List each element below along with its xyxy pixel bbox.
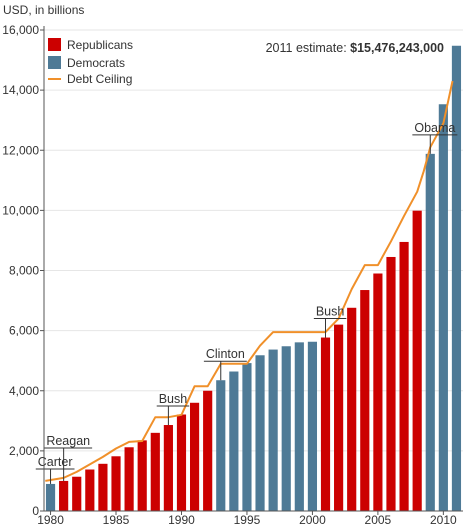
president-label: Clinton [206,347,245,361]
bar-1994 [229,371,239,511]
bar-1984 [98,463,108,511]
y-tick-label: 16,000 [2,23,39,37]
bar-2005 [373,273,383,511]
y-tick-label: 2,000 [9,444,39,458]
annotation-clinton: Clinton [203,347,247,381]
bar-1981 [59,480,69,511]
x-tick-labels: 1980 1985 1990 1995 2000 2005 2010 [37,511,457,526]
y-tick-labels: 0 2,000 4,000 6,000 8,000 10,000 12,000 14,000 1… [2,23,39,518]
bar-1983 [85,469,95,511]
x-tick-label: 2010 [430,513,457,526]
estimate-annotation: 2011 estimate: $15,476,243,000 [266,41,444,55]
legend-label-republicans: Republicans [67,38,133,52]
president-label: Bush [159,392,188,406]
bar-1993 [216,380,226,511]
bar-1985 [111,456,121,511]
president-label: Bush [316,305,345,319]
bar-1988 [150,432,160,511]
bar-1991 [189,402,200,511]
president-label: Reagan [46,434,90,448]
bar-2007 [399,241,409,512]
bar-1987 [137,440,147,511]
bar-1980 [45,483,56,511]
bar-2006 [386,256,396,511]
bar-2009 [425,153,435,512]
legend-label-democrats: Democrats [67,56,125,70]
annotation-bush: Bush [156,392,190,426]
annotation-bush: Bush [313,305,347,338]
bar-1990 [176,414,187,511]
y-tick-label: 6,000 [9,324,39,338]
bar-1986 [124,447,134,511]
legend-swatch-democrats [48,56,61,69]
bar-1996 [255,355,265,511]
y-tick-label: 14,000 [2,83,39,97]
bar-1997 [268,349,278,511]
debt-ceiling-line [45,80,454,482]
legend-label-debt-ceiling: Debt Ceiling [67,72,132,86]
x-tick-label: 2005 [365,513,392,526]
bar-1998 [281,346,291,511]
bar-2001 [320,337,331,511]
bar-1982 [72,476,82,511]
debt-ceiling-layer [45,80,454,482]
legend-swatch-republicans [48,38,61,51]
x-tick-label: 2000 [299,513,326,526]
y-tick-label: 10,000 [2,203,39,217]
y-tick-label: 4,000 [9,384,39,398]
legend: Republicans Democrats Debt Ceiling [48,38,133,86]
x-tick-label: 1990 [168,513,195,526]
annotation-obama: Obama [412,121,458,154]
y-tick-label: 8,000 [9,264,39,278]
bar-1999 [294,342,304,511]
bar-1992 [203,390,213,511]
axes [43,26,463,512]
president-annotations: Carter Reagan Bush Clinton Bush Obama [35,121,458,484]
y-tick-label: 12,000 [2,143,39,157]
bar-2004 [360,290,370,511]
y-tick-label: 0 [32,504,39,518]
bar-2002 [334,324,344,511]
bar-2011 [451,45,462,512]
bar-2008 [412,210,422,511]
bar-2010 [438,104,448,512]
y-axis-title: USD, in billions [3,3,84,17]
x-tick-label: 1980 [37,513,64,526]
president-label: Carter [38,455,73,469]
bar-1989 [163,425,173,511]
x-tick-label: 1985 [103,513,130,526]
estimate-value: $15,476,243,000 [350,41,444,55]
president-label: Obama [414,121,455,135]
bars [45,45,462,512]
bar-2000 [307,341,318,511]
bar-1995 [242,363,252,511]
bar-2003 [347,307,357,511]
estimate-label: 2011 estimate: [266,41,347,55]
annotation-reagan: Reagan [44,434,93,481]
x-tick-label: 1995 [234,513,261,526]
